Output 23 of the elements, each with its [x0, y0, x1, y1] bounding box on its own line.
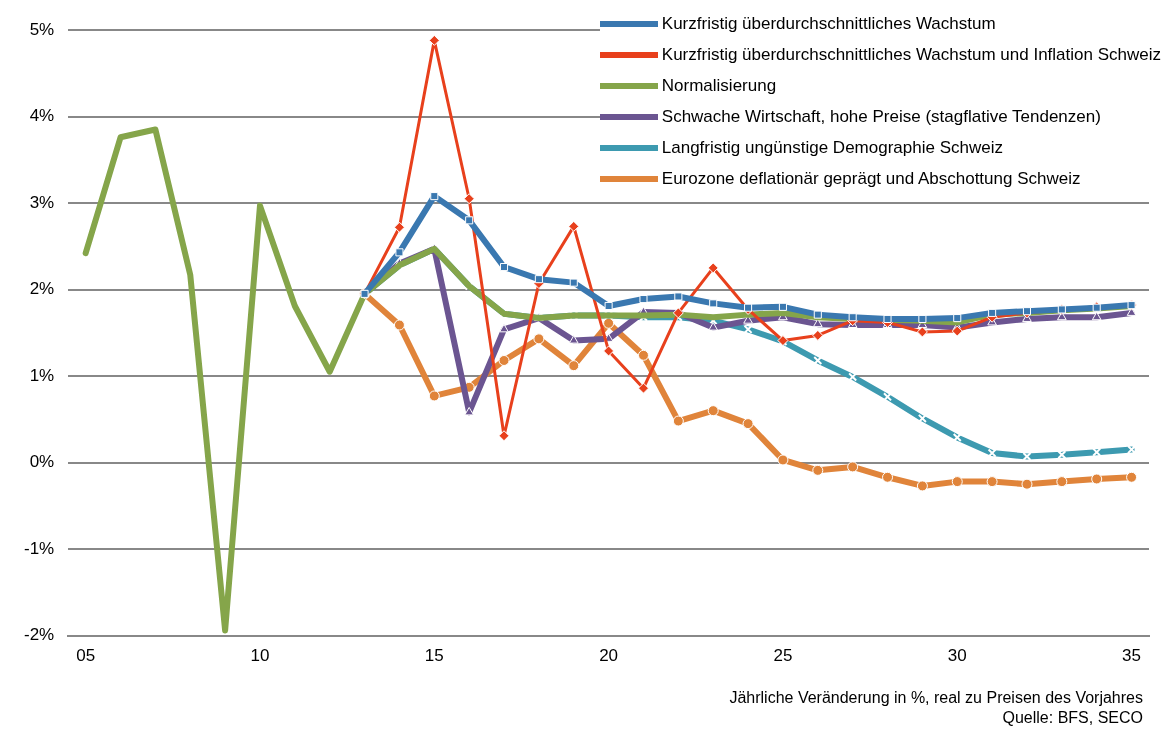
legend-label: Schwache Wirtschaft, hohe Preise (stagflative Tendenzen): [661, 106, 1101, 128]
legend-label: Langfristig ungünstige Demographie Schweiz: [661, 137, 1003, 159]
y-tick-label: 1%: [29, 365, 55, 385]
legend-label: Eurozone deflationär geprägt und Abschottung Schweiz: [661, 168, 1081, 190]
y-tick-label: 3%: [29, 192, 55, 212]
text: Jährliche Veränderung in %, real zu Preisen des Vorjahres: [729, 688, 1143, 708]
x-tick-label: 30: [947, 646, 967, 666]
legend-label: Kurzfristig überdurchschnittliches Wachstum und Inflation Schweiz: [661, 44, 1161, 66]
x-tick-label: 35: [1122, 646, 1142, 666]
source-note: Quelle: BFS, SECO: [1001, 708, 1143, 728]
legend-label: Kurzfristig überdurchschnittliches Wachstum: [661, 13, 996, 35]
y-tick-label: 0%: [29, 452, 55, 472]
x-tick-label: 15: [424, 646, 444, 666]
x-tick-label: 25: [773, 646, 793, 666]
x-tick-label: 05: [76, 646, 96, 666]
y-tick-label: 5%: [29, 19, 55, 39]
y-tick-label: 2%: [29, 279, 55, 299]
y-tick-label: -2%: [24, 625, 55, 645]
x-tick-label: 10: [250, 646, 270, 666]
legend-label: Normalisierung: [661, 75, 777, 97]
y-tick-label: -1%: [24, 538, 55, 558]
x-tick-label: 20: [599, 646, 619, 666]
y-tick-label: 4%: [29, 106, 55, 126]
